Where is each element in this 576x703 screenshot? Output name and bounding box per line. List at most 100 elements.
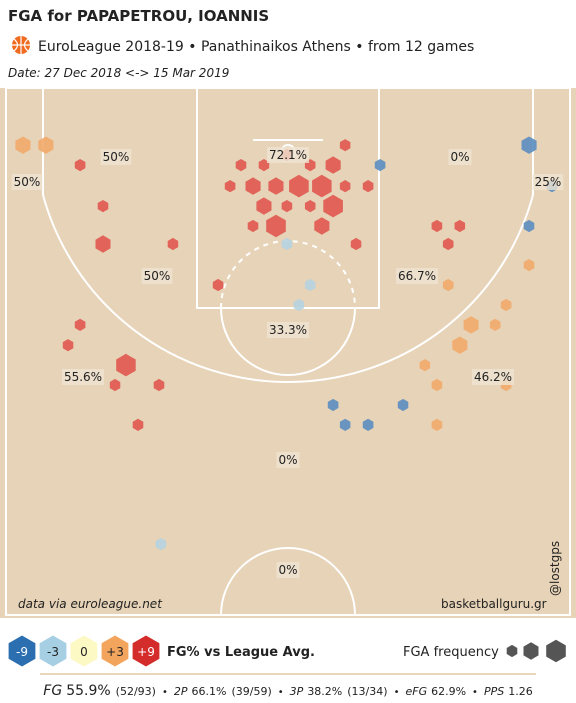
zone-label: 55.6% (64, 370, 102, 384)
shot-hex (97, 200, 109, 213)
shot-hex (452, 336, 468, 354)
stats: FG 55.9% (52/93) • 2P 66.1% (39/59) • 3P 38.2% (13… (43, 683, 532, 699)
shot-hex (454, 219, 466, 233)
zone-label: 50% (14, 175, 41, 189)
shot-hex (350, 237, 362, 251)
stat-value: 62.9% (431, 685, 466, 698)
zone-label-bg (141, 268, 173, 284)
shot-hex (256, 197, 272, 215)
shot-hex (224, 180, 236, 193)
stats-separator: • (162, 687, 168, 698)
stat-detail: (39/59) (231, 685, 271, 698)
source: data via euroleague.net (18, 597, 163, 611)
shot-hex (312, 174, 332, 198)
stat-label: 2P (174, 685, 188, 698)
shot-hex (289, 174, 309, 198)
zone-label-bg (266, 322, 310, 338)
court (0, 87, 576, 618)
stats-separator: • (394, 687, 400, 698)
zone-label: 72.1% (269, 148, 307, 162)
legend-title: FG% vs League Avg. (167, 645, 315, 660)
zone-labels: 50% 72.1% 0% 50% 25% 50% 66.7% 33.3% 55.6% 46.2% 0… (11, 147, 564, 578)
legend-label: +3 (106, 645, 124, 659)
shot-hex (74, 318, 86, 331)
stat-detail: (13/34) (347, 685, 387, 698)
shot-hex (419, 359, 431, 372)
zone-label: 0% (450, 150, 469, 164)
stat-value: 55.9% (66, 683, 110, 699)
legend-hex (131, 634, 161, 668)
shot-hex (155, 538, 167, 551)
shot-hex (431, 418, 443, 431)
shot-hex (245, 177, 261, 195)
date: Date: 27 Dec 2018 <-> 15 Mar 2019 (8, 66, 229, 80)
shot-hex (212, 278, 224, 292)
stat-value: 38.2% (307, 685, 342, 698)
shot-hex (442, 237, 454, 251)
shot-hex (38, 136, 54, 154)
shot-hex (266, 214, 286, 238)
zone-label-bg (100, 149, 132, 165)
shot-hex (431, 219, 443, 233)
size-legend-hex (546, 639, 566, 663)
shot-hex (74, 159, 86, 172)
stats-separator: • (472, 687, 478, 698)
legend-label: +9 (137, 645, 155, 659)
legend-hex (38, 634, 68, 668)
shot-hex (268, 177, 284, 195)
shot-hex (62, 339, 74, 352)
shot-hex (95, 235, 111, 253)
stat-detail: (52/93) (116, 685, 156, 698)
subtitle: EuroLeague 2018-19 • Panathinaikos Athen… (38, 39, 474, 55)
zone-label-bg (448, 149, 472, 165)
site: basketballguru.gr (441, 597, 547, 611)
zone-label-bg (266, 147, 310, 163)
size-legend-hex (523, 642, 539, 660)
stat-label: eFG (405, 685, 427, 698)
shot-hex (489, 318, 501, 331)
zone-label: 50% (144, 269, 171, 283)
shot-hex (431, 378, 443, 392)
legend-label: -3 (47, 645, 59, 659)
stat-value: 66.1% (192, 685, 227, 698)
size-legend-hex (506, 644, 518, 658)
zone-label: 46.2% (474, 370, 512, 384)
shot-hex (442, 278, 454, 292)
legend-hex (69, 634, 99, 668)
zone-label: 33.3% (269, 323, 307, 337)
zone-label-bg (532, 174, 564, 190)
legend: -9 -3 0 +3 +9 FG% vs League Avg. FGA frequency (7, 634, 566, 668)
shot-hex (339, 139, 351, 152)
shot-hex (374, 159, 386, 172)
shot-hex (304, 200, 316, 213)
shot-hex (397, 398, 409, 412)
shot-hex (523, 219, 535, 233)
shot-hex (153, 378, 165, 392)
shot-hex (304, 278, 316, 292)
legend-hex (7, 634, 37, 668)
stat-label: PPS (484, 685, 504, 698)
shot-hex (109, 378, 121, 392)
shot-hex (362, 418, 374, 431)
shot-hex (293, 298, 305, 312)
zone-label: 50% (103, 150, 130, 164)
title: FGA for PAPAPETROU, IOANNIS (8, 7, 269, 25)
zone-label: 66.7% (398, 269, 436, 283)
shot-hex (15, 136, 31, 154)
handle: @lostgps (548, 541, 562, 596)
shot-hex (523, 259, 535, 272)
zone-label-bg (276, 452, 300, 468)
shot-hex (167, 237, 179, 251)
shot-hex (116, 353, 136, 377)
zone-label-bg (276, 562, 300, 578)
zone-label-bg (11, 174, 43, 190)
shot-hex (247, 219, 259, 233)
zone-label: 0% (278, 453, 297, 467)
zone-label: 0% (278, 563, 297, 577)
shot-hex (339, 180, 351, 193)
shot-hex (521, 136, 537, 154)
shot-hex (500, 298, 512, 312)
shot-hex (132, 418, 144, 431)
shot-hex (339, 418, 351, 431)
